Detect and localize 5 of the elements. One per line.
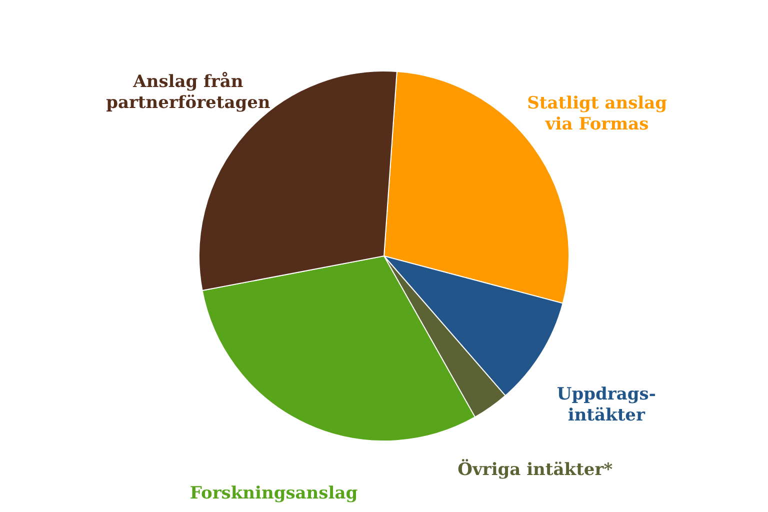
slice-label: Statligt anslag via Formas <box>527 94 668 135</box>
slice-label: Anslag från partnerföretagen <box>106 70 270 113</box>
slice-label: Övriga intäkter* <box>458 459 613 480</box>
slice-label: Uppdrags- intäkter <box>556 384 656 426</box>
slice-label: Forskningsanslag <box>190 484 358 504</box>
